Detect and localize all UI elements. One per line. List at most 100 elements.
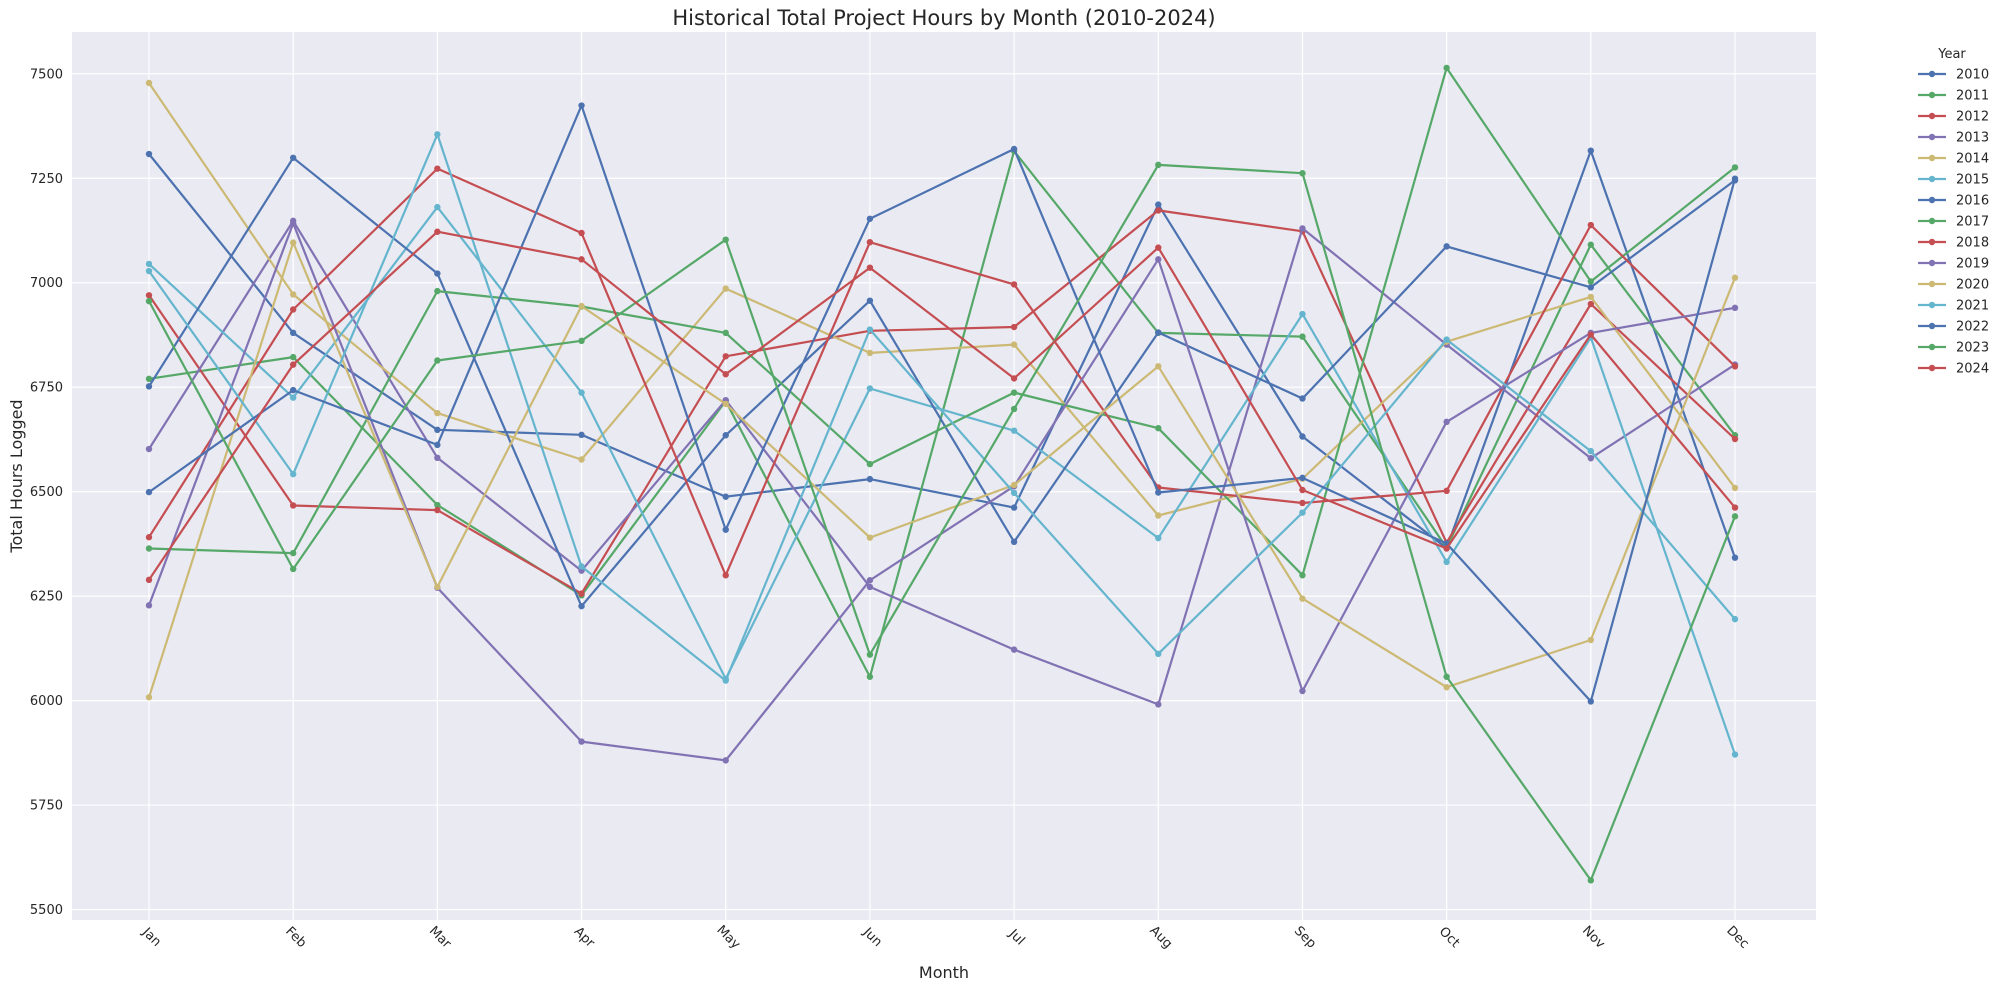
data-point [866, 349, 874, 357]
series-2022 [145, 102, 1739, 705]
data-point [145, 576, 153, 584]
y-tick-label: 7250 [30, 172, 63, 187]
legend-marker [1928, 322, 1936, 330]
data-point [1155, 650, 1162, 658]
data-point [722, 493, 729, 500]
data-point [1155, 244, 1162, 251]
legend-item-2017: 2017 [1918, 215, 1989, 230]
x-axis-title: Month [919, 963, 969, 982]
data-point [1010, 281, 1018, 288]
data-point [1731, 274, 1739, 281]
data-point [1299, 225, 1306, 232]
legend-label: 2018 [1956, 236, 1989, 251]
x-tick-label: Nov [1579, 923, 1608, 952]
data-point [1443, 243, 1450, 250]
legend-item-2010: 2010 [1918, 68, 1989, 83]
data-point [578, 431, 585, 439]
legend-marker [1928, 343, 1936, 351]
data-point [866, 326, 874, 333]
legend-label: 2012 [1956, 110, 1989, 125]
data-point [866, 297, 874, 304]
data-point [1587, 331, 1595, 338]
legend-item-2020: 2020 [1918, 278, 1989, 293]
legend-item-2021: 2021 [1918, 299, 1989, 314]
data-point [289, 470, 297, 478]
series-line [148, 150, 1736, 678]
data-point [1587, 447, 1595, 455]
data-point [434, 203, 441, 211]
data-point [1587, 293, 1595, 301]
series-line [148, 230, 1736, 581]
data-point [145, 602, 153, 609]
data-point [866, 238, 874, 246]
series-line [147, 241, 1737, 698]
legend-title: Year [1937, 47, 1966, 62]
data-point [1010, 323, 1018, 331]
legend-item-2013: 2013 [1918, 131, 1989, 146]
legend-item-2024: 2024 [1918, 362, 1989, 377]
legend-item-2012: 2012 [1918, 110, 1989, 125]
legend-label: 2023 [1956, 341, 1989, 356]
data-point [578, 456, 585, 463]
data-point [722, 757, 729, 764]
data-point [1299, 310, 1306, 318]
plot-background [72, 32, 1816, 920]
data-point [1299, 687, 1306, 695]
x-tick-label: Sep [1291, 924, 1319, 952]
data-point [1155, 363, 1162, 370]
legend-marker [1928, 70, 1936, 78]
data-point [1443, 418, 1450, 426]
data-point [434, 270, 441, 277]
data-point [1731, 304, 1739, 312]
data-point [1010, 389, 1018, 396]
data-point [145, 79, 153, 87]
series-line [148, 66, 1736, 577]
legend-item-2014: 2014 [1918, 152, 1989, 167]
data-point [722, 572, 729, 579]
data-point [289, 353, 297, 361]
legend-marker [1928, 364, 1936, 372]
data-point [866, 534, 874, 541]
y-tick-label: 5750 [30, 799, 63, 814]
x-tick-label: May [713, 923, 743, 953]
data-point [1731, 615, 1739, 623]
series-line [148, 133, 1736, 682]
data-point [289, 502, 297, 509]
data-point [1299, 474, 1306, 482]
data-point [1587, 455, 1595, 462]
data-point [1010, 538, 1018, 546]
data-point [145, 545, 153, 552]
legend-marker [1928, 238, 1936, 246]
legend-marker [1928, 133, 1936, 141]
data-point [289, 154, 297, 161]
legend-marker [1928, 217, 1936, 225]
data-point [578, 389, 585, 396]
x-tick-label: Jul [1005, 926, 1027, 948]
data-point [289, 386, 297, 394]
data-point [1731, 484, 1739, 492]
series-line [148, 219, 1736, 706]
data-point [434, 357, 441, 364]
data-point [289, 291, 297, 298]
data-point [1731, 751, 1739, 758]
data-point [434, 441, 441, 449]
legend-label: 2010 [1956, 68, 1989, 83]
data-point [145, 488, 153, 496]
data-point [722, 353, 729, 360]
legend-label: 2015 [1956, 173, 1989, 188]
y-tick-label: 5500 [30, 903, 63, 918]
data-point [289, 329, 297, 337]
legend-label: 2019 [1956, 257, 1989, 272]
data-point [1010, 489, 1018, 497]
series-2024 [145, 228, 1739, 584]
y-tick-label: 7000 [30, 276, 63, 291]
data-point [1443, 64, 1450, 72]
y-tick-label: 6500 [30, 485, 63, 500]
data-point [578, 602, 585, 610]
data-point [1587, 241, 1595, 248]
data-point [1155, 489, 1162, 496]
data-point [866, 215, 874, 222]
data-point [866, 583, 874, 591]
data-point [1443, 336, 1450, 343]
